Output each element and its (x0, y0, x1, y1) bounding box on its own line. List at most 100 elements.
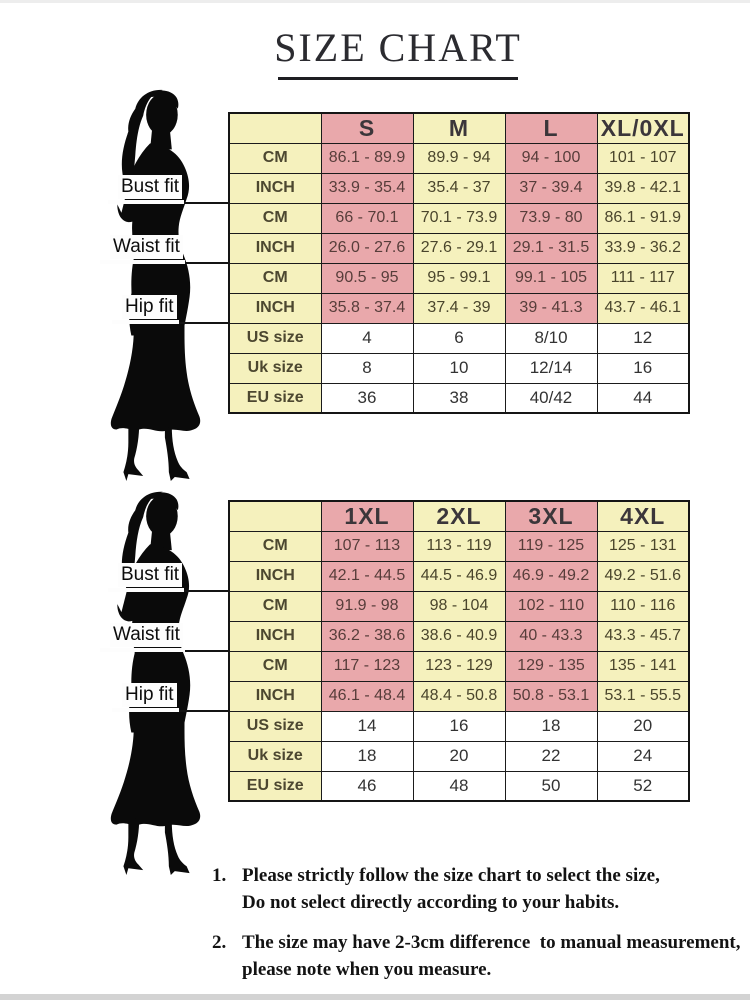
page-title: SIZE CHART (274, 25, 522, 70)
measurement-cell: 26.0 - 27.6 (320, 232, 414, 264)
size-cell: 20 (412, 740, 506, 772)
woman-silhouette (110, 491, 201, 876)
size-cell: 40/42 (504, 382, 598, 414)
measurement-cell: 94 - 100 (504, 142, 598, 174)
woman-silhouette (110, 89, 201, 482)
table-row-size: US size 4 6 8/10 12 (228, 322, 690, 354)
row-label-cell: INCH (228, 232, 322, 264)
measurement-cell: 53.1 - 55.5 (596, 680, 690, 712)
row-label-cell: CM (228, 650, 322, 682)
measurement-cell: 129 - 135 (504, 650, 598, 682)
row-label-cell: INCH (228, 560, 322, 592)
measurement-cell: 27.6 - 29.1 (412, 232, 506, 264)
table-row-waist: INCH 26.0 - 27.6 27.6 - 29.1 29.1 - 31.5 33.… (228, 232, 690, 264)
table-row-size: US size 14 16 18 20 (228, 710, 690, 742)
row-label-cell: CM (228, 590, 322, 622)
row-label-cell: CM (228, 262, 322, 294)
size-cell: 46 (320, 770, 414, 802)
fit-label-text: Waist fit (110, 623, 183, 647)
measurement-cell: 91.9 - 98 (320, 590, 414, 622)
table-row-hip: CM 90.5 - 95 95 - 99.1 99.1 - 105 111 - 117 (228, 262, 690, 294)
measurement-cell: 98 - 104 (412, 590, 506, 622)
size-cell: 16 (596, 352, 690, 384)
column-header-cell: 3XL (504, 500, 598, 532)
measurement-cell: 66 - 70.1 (320, 202, 414, 234)
measurement-cell: 49.2 - 51.6 (596, 560, 690, 592)
fit-label-underline (112, 320, 179, 324)
measurement-cell: 35.8 - 37.4 (320, 292, 414, 324)
column-header-cell: 1XL (320, 500, 414, 532)
size-table-plus: 1XL 2XL 3XL 4XL CM 107 - 113 113 - 119 119 - 12… (228, 500, 690, 802)
row-label-cell: EU size (228, 382, 322, 414)
note-item: 1. Please strictly follow the size chart… (212, 862, 750, 916)
measurement-cell: 48.4 - 50.8 (412, 680, 506, 712)
fit-label-bust: Bust fit (108, 563, 230, 592)
size-cell: 48 (412, 770, 506, 802)
note-text: Please strictly follow the size chart to… (242, 865, 660, 913)
row-label-cell: EU size (228, 770, 322, 802)
row-label-cell: INCH (228, 680, 322, 712)
fit-label-text: Bust fit (118, 175, 183, 199)
size-cell: 52 (596, 770, 690, 802)
size-cell: 12/14 (504, 352, 598, 384)
measurement-cell: 86.1 - 89.9 (320, 142, 414, 174)
measurement-cell: 39.8 - 42.1 (596, 172, 690, 204)
size-cell: 18 (504, 710, 598, 742)
measurement-cell: 95 - 99.1 (412, 262, 506, 294)
table-row-hip: INCH 46.1 - 48.4 48.4 - 50.8 50.8 - 53.1 53.… (228, 680, 690, 712)
header-row: 1XL 2XL 3XL 4XL (228, 500, 690, 532)
measurement-cell: 99.1 - 105 (504, 262, 598, 294)
measurement-cell: 111 - 117 (596, 262, 690, 294)
size-cell: 24 (596, 740, 690, 772)
measurement-cell: 102 - 110 (504, 590, 598, 622)
fit-label-underline (108, 588, 185, 592)
size-cell: 10 (412, 352, 506, 384)
column-header-cell: L (504, 112, 598, 144)
column-header-cell: XL/0XL (596, 112, 690, 144)
fit-label-hip: Hip fit (112, 295, 230, 324)
row-label-cell: US size (228, 710, 322, 742)
table-row-size: Uk size 8 10 12/14 16 (228, 352, 690, 384)
table-row-size: EU size 46 48 50 52 (228, 770, 690, 802)
measurement-cell: 117 - 123 (320, 650, 414, 682)
measurement-cell: 73.9 - 80 (504, 202, 598, 234)
size-cell: 38 (412, 382, 506, 414)
column-header-cell: M (412, 112, 506, 144)
fit-label-underline (100, 648, 185, 652)
note-item: 2. The size may have 2-3cm difference to… (212, 929, 750, 983)
measurement-cell: 46.9 - 49.2 (504, 560, 598, 592)
size-cell: 6 (412, 322, 506, 354)
table-row-hip: INCH 35.8 - 37.4 37.4 - 39 39 - 41.3 43.7 - … (228, 292, 690, 324)
measurement-cell: 107 - 113 (320, 530, 414, 562)
row-label-cell: Uk size (228, 352, 322, 384)
table-row-bust: CM 86.1 - 89.9 89.9 - 94 94 - 100 101 - 107 (228, 142, 690, 174)
measurement-cell: 110 - 116 (596, 590, 690, 622)
size-table-regular: S M L XL/0XL CM 86.1 - 89.9 89.9 - 94 94 - 100 1… (228, 112, 690, 414)
size-cell: 36 (320, 382, 414, 414)
column-header-cell: 2XL (412, 500, 506, 532)
measurement-cell: 90.5 - 95 (320, 262, 414, 294)
row-label-cell: INCH (228, 292, 322, 324)
measurement-cell: 89.9 - 94 (412, 142, 506, 174)
size-cell: 12 (596, 322, 690, 354)
size-cell: 8/10 (504, 322, 598, 354)
table-row-bust: INCH 42.1 - 44.5 44.5 - 46.9 46.9 - 49.2 49.… (228, 560, 690, 592)
header-row: S M L XL/0XL (228, 112, 690, 144)
table-row-waist: CM 91.9 - 98 98 - 104 102 - 110 110 - 116 (228, 590, 690, 622)
table-row-waist: INCH 36.2 - 38.6 38.6 - 40.9 40 - 43.3 43.3 … (228, 620, 690, 652)
measurement-cell: 33.9 - 35.4 (320, 172, 414, 204)
column-header-cell: 4XL (596, 500, 690, 532)
row-label-cell: CM (228, 142, 322, 174)
fit-label-underline (112, 708, 179, 712)
fit-label-bust: Bust fit (108, 175, 230, 204)
note-text: The size may have 2-3cm difference to ma… (242, 932, 741, 980)
size-cell: 50 (504, 770, 598, 802)
measurement-cell: 50.8 - 53.1 (504, 680, 598, 712)
size-cell: 20 (596, 710, 690, 742)
measurement-cell: 40 - 43.3 (504, 620, 598, 652)
note-number: 1. (212, 865, 227, 886)
row-label-cell: CM (228, 530, 322, 562)
row-label-cell: Uk size (228, 740, 322, 772)
measurement-cell: 35.4 - 37 (412, 172, 506, 204)
measurement-cell: 37 - 39.4 (504, 172, 598, 204)
